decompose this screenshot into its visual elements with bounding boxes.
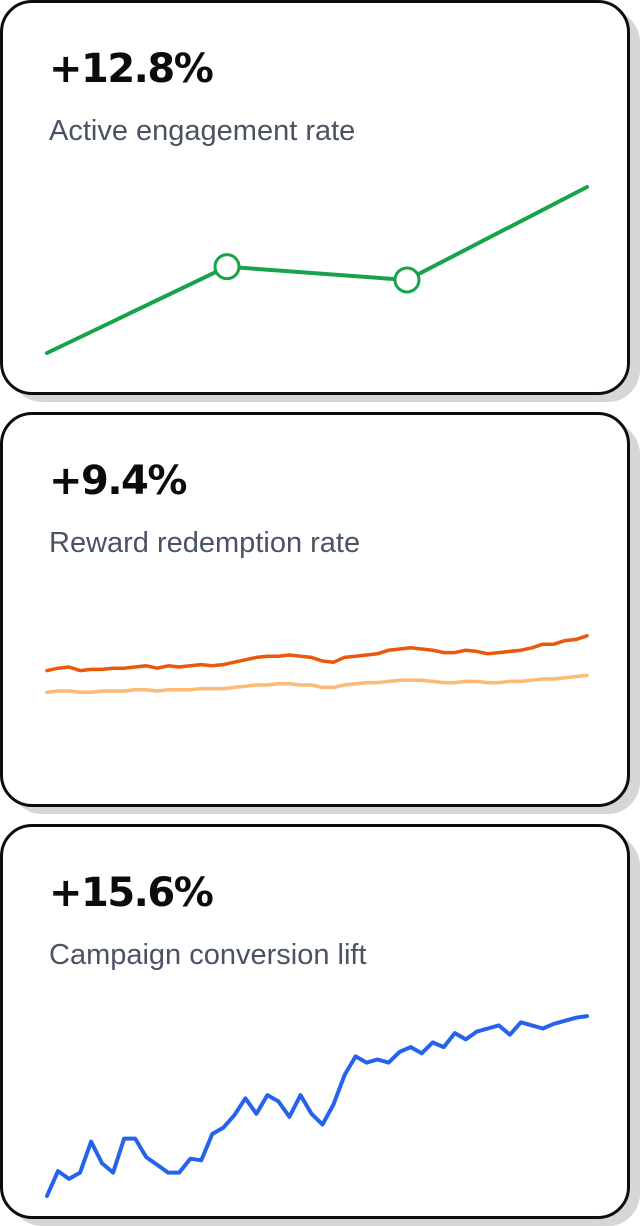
metric-card-engagement: +12.8% Active engagement rate [0, 0, 630, 395]
series-line-2 [45, 673, 589, 694]
series-line-1 [45, 634, 589, 673]
series-line-1 [45, 1014, 589, 1198]
metric-label: Campaign conversion lift [49, 939, 367, 971]
metric-value: +15.6% [49, 870, 214, 916]
metric-value: +9.4% [49, 458, 187, 504]
redemption-line-chart [45, 634, 589, 694]
metric-label: Active engagement rate [49, 115, 356, 147]
metric-value: +12.8% [49, 46, 214, 92]
metric-card-conversion: +15.6% Campaign conversion lift [0, 824, 630, 1219]
data-point-marker [393, 266, 421, 294]
series-line-1 [45, 185, 589, 355]
data-point-marker [213, 253, 241, 281]
metric-label: Reward redemption rate [49, 527, 361, 559]
metric-card-redemption: +9.4% Reward redemption rate [0, 412, 630, 807]
conversion-line-chart [45, 1014, 589, 1198]
engagement-line-chart [45, 185, 589, 355]
